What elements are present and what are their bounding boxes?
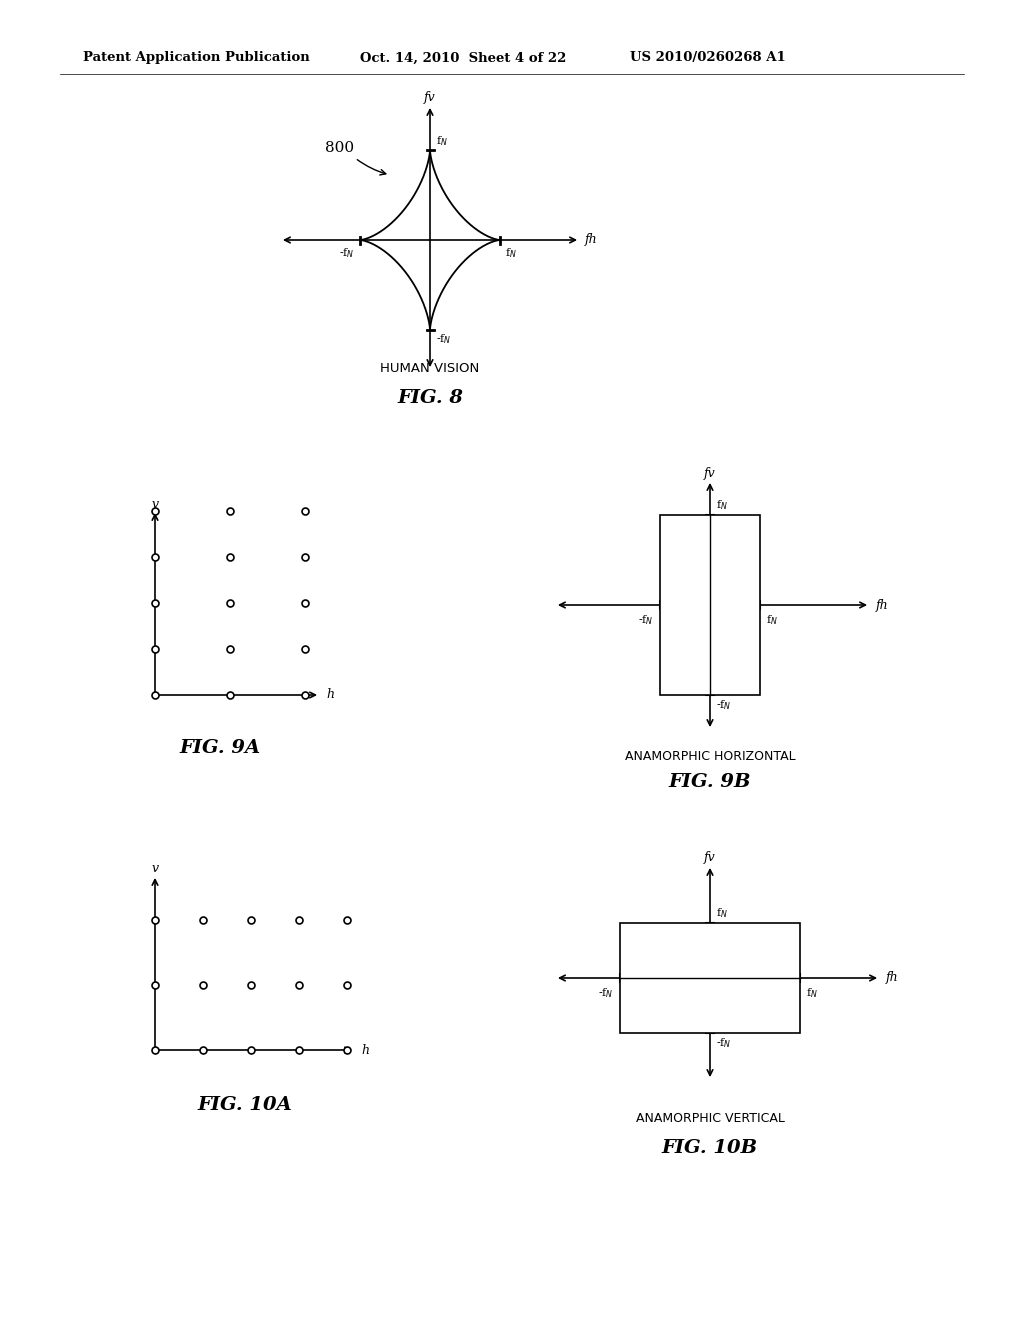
Bar	[660, 515, 760, 696]
Text: FIG. 10B: FIG. 10B	[662, 1139, 758, 1158]
Text: f$_N$: f$_N$	[806, 986, 818, 999]
Text: FIG. 10A: FIG. 10A	[198, 1096, 293, 1114]
Text: fh: fh	[886, 972, 899, 985]
Text: f$_N$: f$_N$	[505, 246, 517, 260]
Text: f$_N$: f$_N$	[716, 498, 728, 512]
Text: ANAMORPHIC VERTICAL: ANAMORPHIC VERTICAL	[636, 1111, 784, 1125]
Text: ANAMORPHIC HORIZONTAL: ANAMORPHIC HORIZONTAL	[625, 750, 796, 763]
Text: -f$_N$: -f$_N$	[598, 986, 614, 999]
Text: Oct. 14, 2010  Sheet 4 of 22: Oct. 14, 2010 Sheet 4 of 22	[360, 51, 566, 65]
Text: -f$_N$: -f$_N$	[716, 698, 731, 711]
Text: -f$_N$: -f$_N$	[436, 333, 452, 346]
Bar	[620, 923, 800, 1034]
Text: f$_N$: f$_N$	[766, 612, 778, 627]
Text: FIG. 9B: FIG. 9B	[669, 774, 752, 791]
Text: fv: fv	[705, 466, 716, 479]
Text: 800: 800	[326, 141, 354, 154]
Text: v: v	[152, 498, 159, 511]
Text: f$_N$: f$_N$	[436, 135, 447, 148]
Text: -f$_N$: -f$_N$	[638, 612, 654, 627]
Text: fh: fh	[876, 598, 889, 611]
Text: f$_N$: f$_N$	[716, 907, 728, 920]
Text: fh: fh	[585, 234, 598, 247]
Text: h: h	[361, 1044, 369, 1056]
Text: HUMAN VISION: HUMAN VISION	[380, 362, 479, 375]
Text: US 2010/0260268 A1: US 2010/0260268 A1	[630, 51, 785, 65]
Text: Patent Application Publication: Patent Application Publication	[83, 51, 309, 65]
Text: -f$_N$: -f$_N$	[716, 1036, 731, 1049]
Text: v: v	[152, 862, 159, 875]
Text: h: h	[326, 689, 334, 701]
Text: -f$_N$: -f$_N$	[339, 246, 355, 260]
Text: fv: fv	[705, 851, 716, 865]
Text: FIG. 8: FIG. 8	[397, 389, 463, 407]
Text: fv: fv	[424, 91, 436, 104]
Text: FIG. 9A: FIG. 9A	[179, 739, 260, 756]
